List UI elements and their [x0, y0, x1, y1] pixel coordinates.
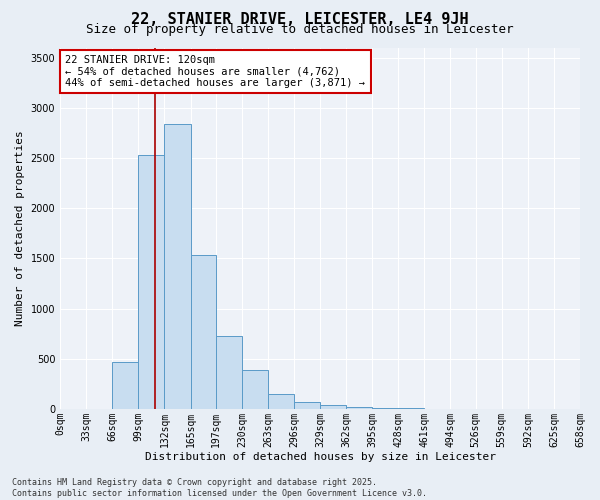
- Text: Contains HM Land Registry data © Crown copyright and database right 2025.
Contai: Contains HM Land Registry data © Crown c…: [12, 478, 427, 498]
- Text: 22, STANIER DRIVE, LEICESTER, LE4 9JH: 22, STANIER DRIVE, LEICESTER, LE4 9JH: [131, 12, 469, 28]
- Bar: [242, 370, 268, 409]
- Bar: [346, 407, 372, 409]
- Bar: [164, 124, 191, 409]
- Bar: [216, 336, 242, 409]
- Bar: [112, 362, 139, 409]
- X-axis label: Distribution of detached houses by size in Leicester: Distribution of detached houses by size …: [145, 452, 496, 462]
- Bar: [372, 408, 398, 409]
- Bar: [320, 405, 346, 409]
- Bar: [398, 408, 424, 409]
- Bar: [268, 394, 294, 409]
- Bar: [294, 402, 320, 409]
- Bar: [139, 155, 164, 409]
- Y-axis label: Number of detached properties: Number of detached properties: [15, 130, 25, 326]
- Text: 22 STANIER DRIVE: 120sqm
← 54% of detached houses are smaller (4,762)
44% of sem: 22 STANIER DRIVE: 120sqm ← 54% of detach…: [65, 54, 365, 88]
- Bar: [191, 256, 216, 409]
- Text: Size of property relative to detached houses in Leicester: Size of property relative to detached ho…: [86, 22, 514, 36]
